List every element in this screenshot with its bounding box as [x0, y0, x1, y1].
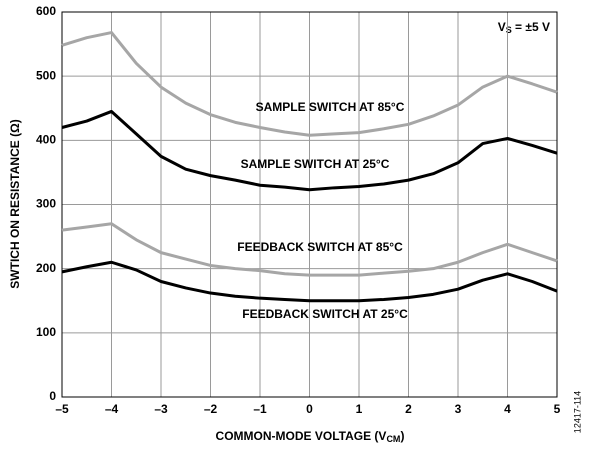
series-line — [61, 222, 558, 277]
series-line — [61, 109, 558, 192]
y-axis-label: SWTICH ON RESISTANCE (Ω) — [8, 119, 22, 288]
annotation-end: = ±5 V — [512, 20, 550, 34]
x-axis-label-text: COMMON-MODE VOLTAGE (V — [216, 429, 387, 443]
x-tick-label: 5 — [554, 402, 561, 416]
y-tick-label: 500 — [36, 68, 56, 82]
series-label: SAMPLE SWITCH AT 85°C — [256, 100, 405, 114]
x-tick-label: 0 — [306, 402, 313, 416]
y-tick-label: 200 — [36, 261, 56, 275]
annotation-sub: S — [506, 25, 512, 35]
y-tick-label: 600 — [36, 4, 56, 18]
annotation: VS = ±5 V — [498, 20, 550, 35]
series-label: FEEDBACK SWITCH AT 25°C — [242, 307, 408, 321]
side-note: 12417-114 — [572, 391, 582, 433]
x-tick-label: –1 — [253, 402, 267, 416]
series-line — [61, 31, 558, 137]
series-line — [61, 260, 558, 303]
y-tick-label: 400 — [36, 133, 56, 147]
y-tick-label: 100 — [36, 325, 56, 339]
x-tick-label: 2 — [405, 402, 412, 416]
x-tick-label: –2 — [204, 402, 218, 416]
series-label: SAMPLE SWITCH AT 25°C — [241, 157, 390, 171]
x-tick-label: 1 — [356, 402, 363, 416]
x-tick-label: –5 — [55, 402, 69, 416]
x-axis-label: COMMON-MODE VOLTAGE (VCM) — [216, 429, 405, 444]
x-axis-label-sub: CM — [386, 434, 400, 444]
y-tick-label: 300 — [36, 197, 56, 211]
x-tick-label: –4 — [105, 402, 119, 416]
series-label: FEEDBACK SWITCH AT 85°C — [237, 240, 403, 254]
annotation-text: V — [498, 20, 506, 34]
x-tick-label: –3 — [154, 402, 168, 416]
x-tick-label: 3 — [455, 402, 462, 416]
x-axis-label-end: ) — [400, 429, 404, 443]
y-tick-label: 0 — [49, 389, 56, 403]
plot-frame — [61, 11, 558, 398]
x-tick-label: 4 — [504, 402, 511, 416]
